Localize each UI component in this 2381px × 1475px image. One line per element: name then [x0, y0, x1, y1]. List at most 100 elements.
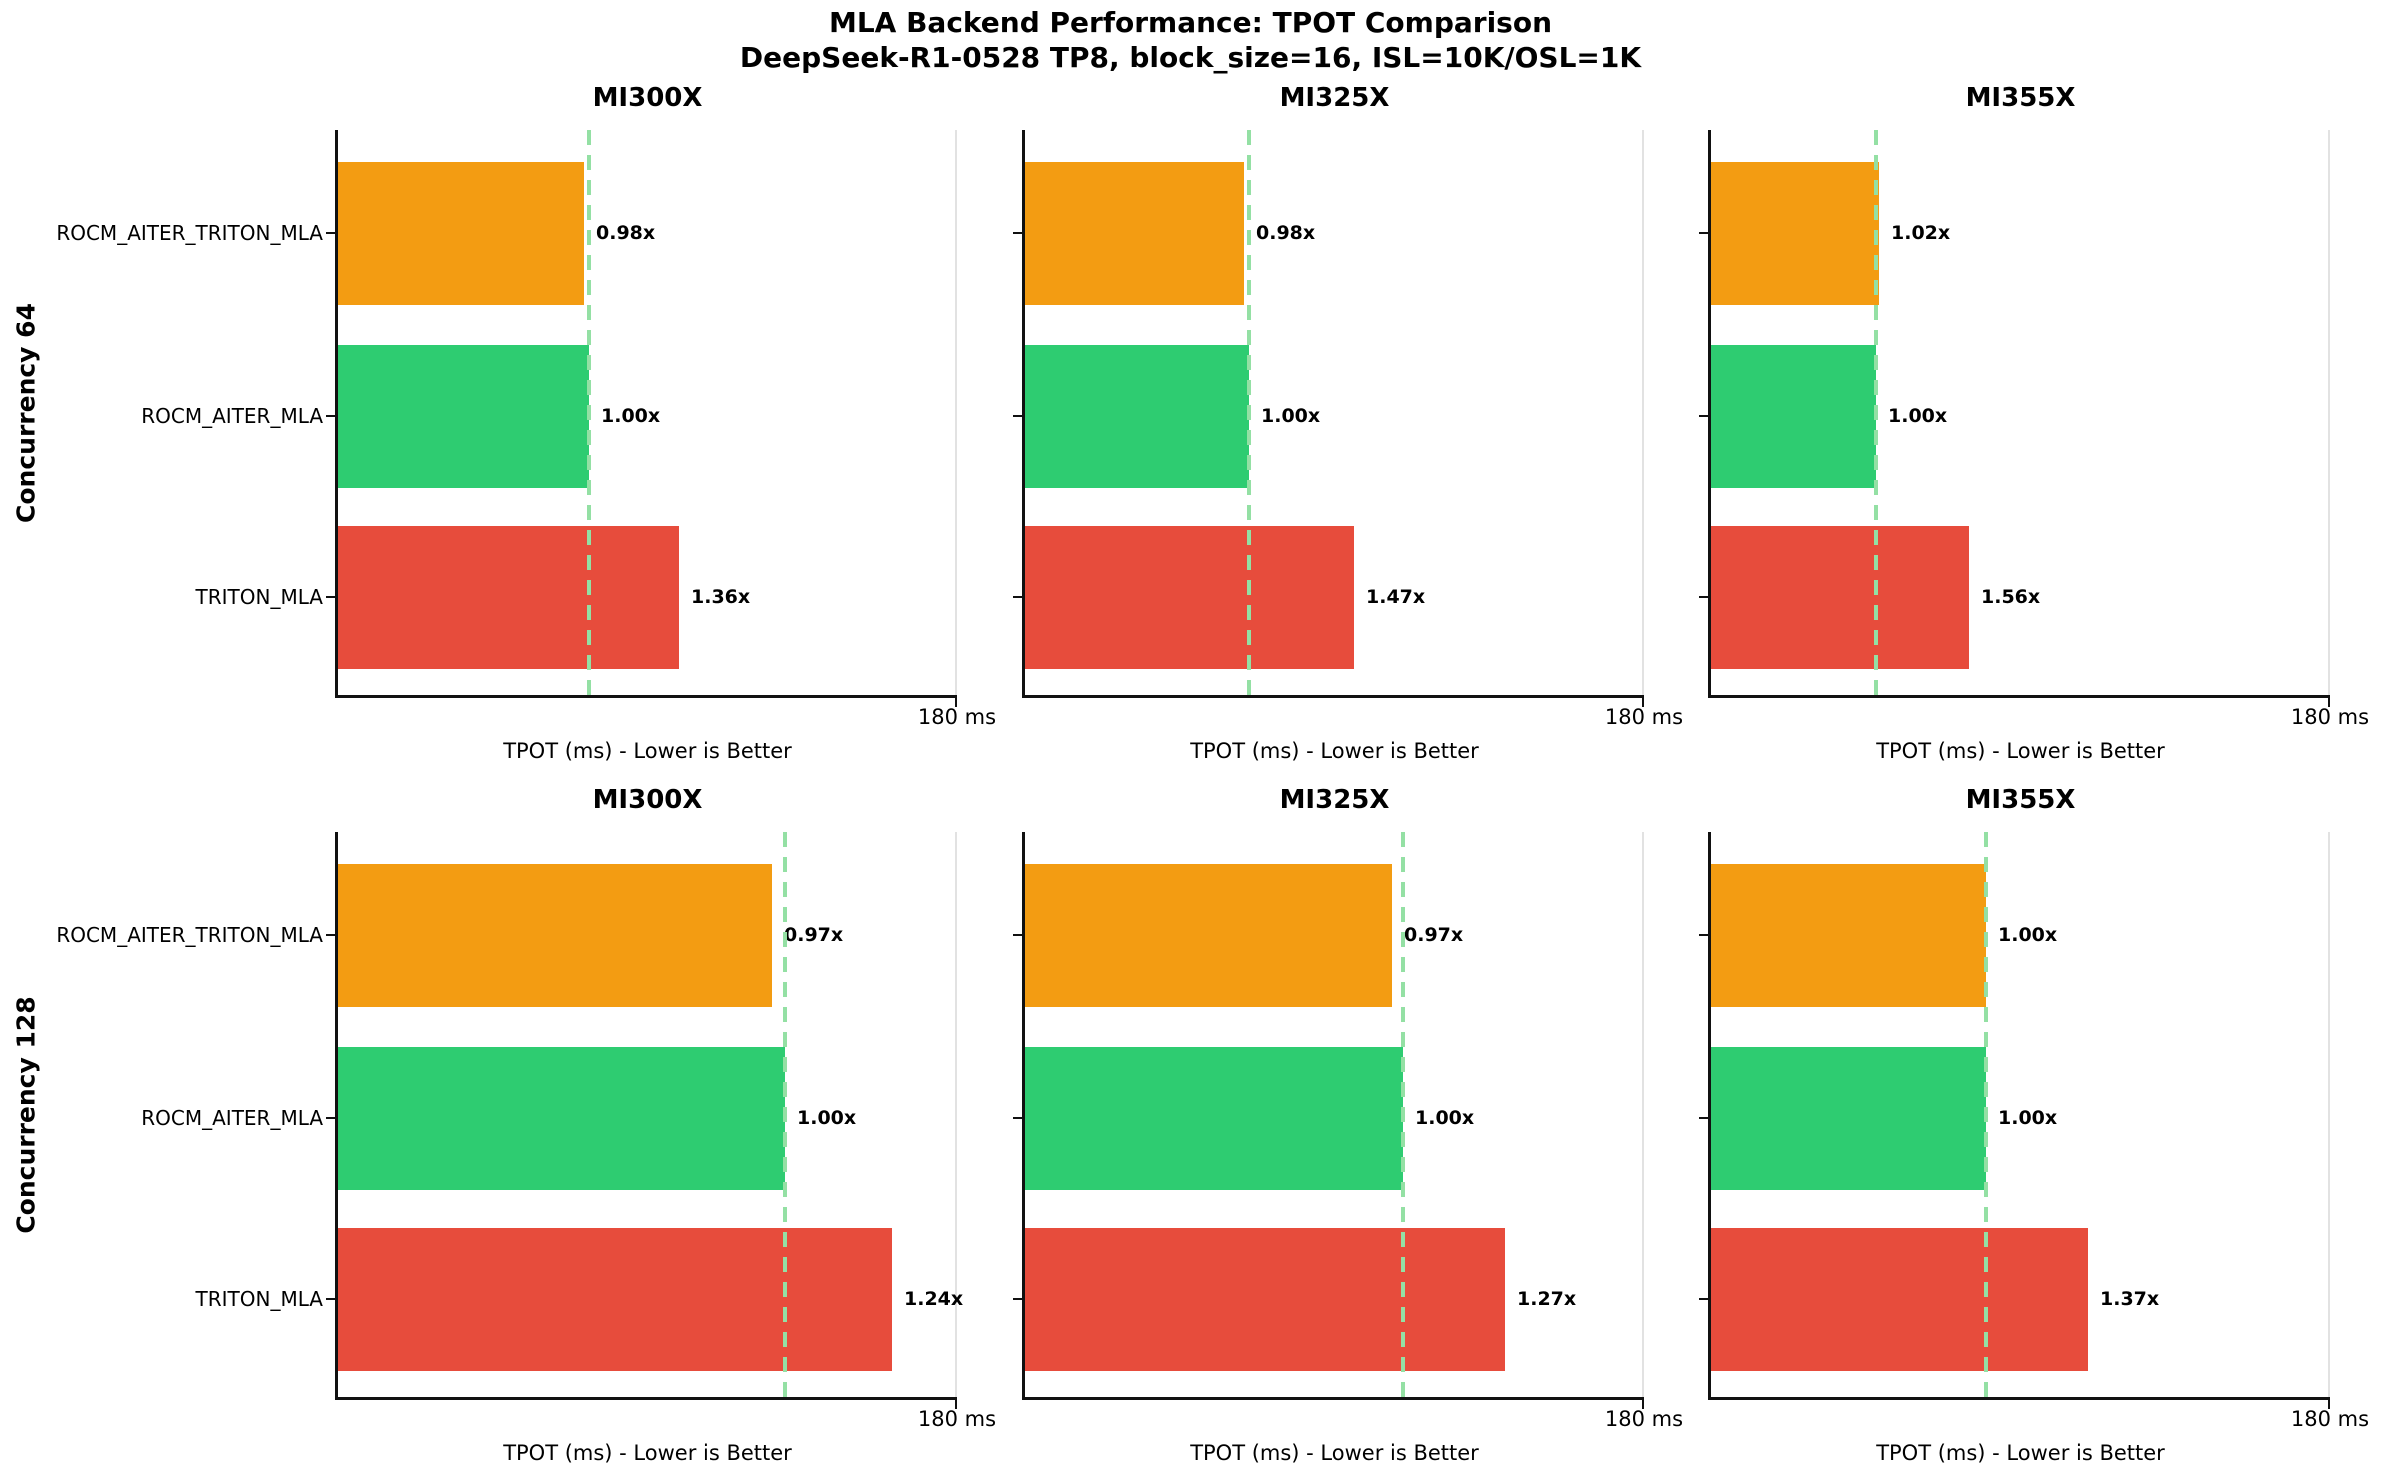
y-tick-mark — [1013, 1117, 1025, 1119]
bar-triton_mla — [338, 525, 679, 669]
panel-title: MI325X — [1279, 785, 1390, 815]
bar-rocm_aiter_triton_mla — [1711, 161, 1879, 305]
right-spine — [2328, 130, 2330, 695]
speedup-label: 1.00x — [1998, 924, 2058, 946]
speedup-label: 1.00x — [1415, 1107, 1475, 1129]
right-spine — [1642, 832, 1644, 1397]
axes-mi355x-row-1: 1.02x 1.00x 1.56x — [1699, 130, 2330, 707]
y-tick-mark — [1699, 934, 1711, 936]
axes-mi325x-row-2: 0.97x 1.00x 1.27x — [1013, 832, 1644, 1409]
speedup-label: 1.36x — [691, 586, 751, 608]
x-axis-title: TPOT (ms) - Lower is Better — [1876, 739, 2165, 763]
y-tick-mark — [1013, 415, 1025, 417]
y-tick-mark — [326, 232, 338, 234]
bar-rocm_aiter_mla — [338, 1046, 785, 1190]
y-tick-mark — [1013, 596, 1025, 598]
x-axis-title: TPOT (ms) - Lower is Better — [503, 739, 792, 763]
y-tick-label: TRITON_MLA — [195, 585, 323, 609]
axes-mi325x-row-1: 0.98x 1.00x 1.47x — [1013, 130, 1644, 707]
x-axis-title: TPOT (ms) - Lower is Better — [1876, 1441, 2165, 1465]
x-axis-tick-label: 180 ms — [1604, 705, 1684, 729]
y-tick-mark — [326, 934, 338, 936]
y-tick-mark — [1013, 1298, 1025, 1300]
bar-triton_mla — [1711, 1227, 2088, 1371]
x-tick-mark — [2328, 1397, 2330, 1409]
speedup-label: 1.27x — [1517, 1288, 1577, 1310]
right-spine — [1642, 130, 1644, 695]
speedup-label: 1.47x — [1366, 586, 1426, 608]
speedup-label: 1.00x — [1888, 405, 1948, 427]
baseline-reference-line — [587, 130, 591, 695]
baseline-reference-line — [1984, 832, 1988, 1397]
figure-title-line-2: DeepSeek-R1-0528 TP8, block_size=16, ISL… — [739, 41, 1642, 74]
x-tick-mark — [1642, 695, 1644, 707]
speedup-label: 1.00x — [797, 1107, 857, 1129]
x-tick-mark — [955, 1397, 957, 1409]
panel-title: MI355X — [1965, 83, 2076, 113]
baseline-reference-line — [1874, 130, 1878, 695]
panel-title: MI300X — [592, 83, 703, 113]
bar-rocm_aiter_triton_mla — [338, 863, 772, 1007]
bar-rocm_aiter_triton_mla — [338, 161, 584, 305]
right-spine — [955, 832, 957, 1397]
speedup-label: 1.00x — [1998, 1107, 2058, 1129]
x-tick-mark — [955, 695, 957, 707]
panel-title: MI355X — [1965, 785, 2076, 815]
axes-mi355x-row-2: 1.00x 1.00x 1.37x — [1699, 832, 2330, 1409]
y-tick-label: ROCM_AITER_TRITON_MLA — [56, 221, 323, 245]
y-tick-mark — [1699, 415, 1711, 417]
x-axis-title: TPOT (ms) - Lower is Better — [503, 1441, 792, 1465]
right-spine — [2328, 832, 2330, 1397]
y-tick-mark — [326, 596, 338, 598]
y-tick-label: TRITON_MLA — [195, 1287, 323, 1311]
speedup-label: 0.97x — [784, 924, 844, 946]
x-axis-title: TPOT (ms) - Lower is Better — [1190, 739, 1479, 763]
speedup-label: 0.97x — [1404, 924, 1464, 946]
x-tick-mark — [2328, 695, 2330, 707]
y-tick-mark — [1699, 1117, 1711, 1119]
y-tick-mark — [1013, 232, 1025, 234]
right-spine — [955, 130, 957, 695]
y-tick-mark — [1699, 232, 1711, 234]
y-tick-mark — [1013, 934, 1025, 936]
bar-rocm_aiter_mla — [1711, 1046, 1986, 1190]
y-tick-label: ROCM_AITER_MLA — [141, 404, 323, 428]
axes-mi300x-row-2: 0.97x ROCM_AITER_TRITON_MLA 1.00x ROCM_AITE… — [56, 832, 963, 1409]
baseline-reference-line — [1401, 832, 1405, 1397]
speedup-label: 1.24x — [904, 1288, 964, 1310]
speedup-label: 1.56x — [1981, 586, 2041, 608]
y-tick-mark — [326, 415, 338, 417]
bar-triton_mla — [1711, 525, 1969, 669]
x-axis-title: TPOT (ms) - Lower is Better — [1190, 1441, 1479, 1465]
bar-triton_mla — [1025, 1227, 1505, 1371]
y-tick-mark — [326, 1117, 338, 1119]
bar-triton_mla — [1025, 525, 1354, 669]
panel-title: MI325X — [1279, 83, 1390, 113]
speedup-label: 0.98x — [596, 222, 656, 244]
y-tick-mark — [1699, 1298, 1711, 1300]
x-tick-mark — [1642, 1397, 1644, 1409]
bar-rocm_aiter_triton_mla — [1025, 161, 1244, 305]
bar-rocm_aiter_mla — [1025, 344, 1249, 488]
speedup-label: 1.00x — [601, 405, 661, 427]
x-axis-tick-label: 180 ms — [917, 705, 997, 729]
bar-rocm_aiter_mla — [1025, 1046, 1403, 1190]
speedup-label: 0.98x — [1256, 222, 1316, 244]
x-axis-tick-label: 180 ms — [2290, 705, 2370, 729]
bar-rocm_aiter_triton_mla — [1711, 863, 1986, 1007]
speedup-label: 1.00x — [1261, 405, 1321, 427]
axes-mi300x-row-1: 0.98x ROCM_AITER_TRITON_MLA 1.00x ROCM_AITE… — [56, 130, 957, 707]
speedup-label: 1.37x — [2100, 1288, 2160, 1310]
panel-title: MI300X — [592, 785, 703, 815]
baseline-reference-line — [783, 832, 787, 1397]
bar-rocm_aiter_mla — [338, 344, 589, 488]
x-axis-tick-label: 180 ms — [917, 1407, 997, 1431]
y-tick-mark — [326, 1298, 338, 1300]
figure-title-line-1: MLA Backend Performance: TPOT Comparison — [828, 6, 1553, 39]
y-tick-label: ROCM_AITER_TRITON_MLA — [56, 923, 323, 947]
bar-triton_mla — [338, 1227, 892, 1371]
bar-rocm_aiter_triton_mla — [1025, 863, 1392, 1007]
baseline-reference-line — [1247, 130, 1251, 695]
y-tick-mark — [1699, 596, 1711, 598]
